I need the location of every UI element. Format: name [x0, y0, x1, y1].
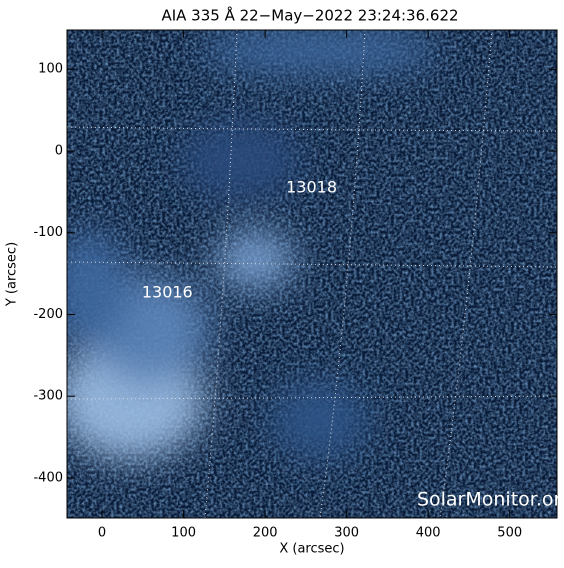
y-tick-label: -400	[33, 470, 63, 485]
chart-title: AIA 335 Å 22−May−2022 23:24:36.622	[161, 6, 458, 25]
y-tick-label: 0	[55, 143, 63, 158]
region-label: 13016	[142, 283, 193, 302]
y-axis-label: Y (arcsec)	[5, 242, 20, 307]
region-label: 13018	[286, 177, 337, 196]
y-tick-label: -300	[33, 389, 63, 404]
watermark: SolarMonitor.org	[417, 489, 564, 511]
y-tick-label: -100	[33, 225, 63, 240]
x-tick-label: 400	[416, 526, 441, 541]
x-tick-label: 100	[171, 526, 196, 541]
x-tick-label: 500	[497, 526, 522, 541]
plot-frame	[66, 29, 558, 519]
solar-image	[67, 30, 557, 518]
y-tick-label: -200	[33, 307, 63, 322]
x-tick-label: 200	[253, 526, 278, 541]
x-axis-label: X (arcsec)	[279, 542, 344, 557]
x-tick-label: 300	[334, 526, 359, 541]
x-tick-label: 0	[98, 526, 106, 541]
y-tick-label: 100	[38, 62, 63, 77]
